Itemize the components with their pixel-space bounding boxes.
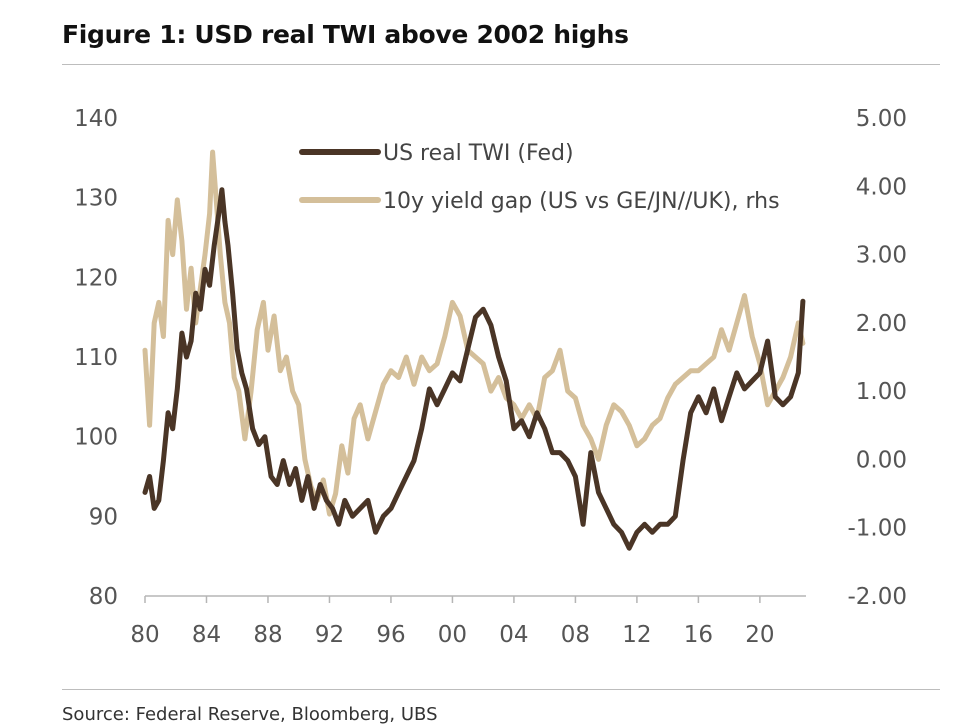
right-y-tick-label: 4.00 xyxy=(856,174,907,200)
legend-label: 10y yield gap (US vs GE/JN//UK), rhs xyxy=(383,189,780,214)
right-y-tick-label: 1.00 xyxy=(856,379,907,405)
right-y-tick-label: 0.00 xyxy=(856,447,907,473)
left-y-tick-label: 90 xyxy=(89,504,118,530)
line-chart: 80 84 88 92 96 00 04 08 12 16 20 80 90 100 110 120 130 1… xyxy=(74,106,907,648)
left-y-tick-label: 100 xyxy=(74,425,118,451)
x-tick-label: 84 xyxy=(192,622,221,648)
x-tick-label: 16 xyxy=(684,622,713,648)
x-tick-label: 00 xyxy=(438,622,467,648)
left-y-axis: 80 90 100 110 120 130 140 xyxy=(74,106,118,610)
right-y-tick-label: 5.00 xyxy=(856,106,907,132)
us-real-twi-line xyxy=(142,187,806,551)
x-tick-label: 80 xyxy=(130,622,159,648)
x-tick-label: 20 xyxy=(745,622,774,648)
left-y-tick-label: 140 xyxy=(74,106,118,132)
x-axis: 80 84 88 92 96 00 04 08 12 16 20 xyxy=(130,595,806,648)
right-y-tick-label: -1.00 xyxy=(847,516,907,542)
legend: US real TWI (Fed) 10y yield gap (US vs GE… xyxy=(299,141,780,214)
x-tick-label: 96 xyxy=(376,622,405,648)
x-tick-label: 04 xyxy=(499,622,528,648)
right-y-tick-label: 3.00 xyxy=(856,243,907,269)
right-y-tick-label: -2.00 xyxy=(847,584,907,610)
legend-label: US real TWI (Fed) xyxy=(383,141,574,166)
source-note: Source: Federal Reserve, Bloomberg, UBS xyxy=(62,704,438,725)
title-divider xyxy=(62,64,940,65)
left-y-tick-label: 110 xyxy=(74,345,118,371)
left-y-tick-label: 130 xyxy=(74,186,118,212)
x-tick-label: 88 xyxy=(253,622,282,648)
right-y-axis: -2.00 -1.00 0.00 1.00 2.00 3.00 4.00 5.00 xyxy=(847,106,907,610)
x-tick-label: 08 xyxy=(561,622,590,648)
x-tick-label: 12 xyxy=(622,622,651,648)
series-layer xyxy=(142,149,806,551)
right-y-tick-label: 2.00 xyxy=(856,311,907,337)
chart-title: Figure 1: USD real TWI above 2002 highs xyxy=(62,20,629,49)
left-y-tick-label: 80 xyxy=(89,584,118,610)
left-y-tick-label: 120 xyxy=(74,265,118,291)
x-tick-label: 92 xyxy=(315,622,344,648)
source-divider xyxy=(62,689,940,690)
